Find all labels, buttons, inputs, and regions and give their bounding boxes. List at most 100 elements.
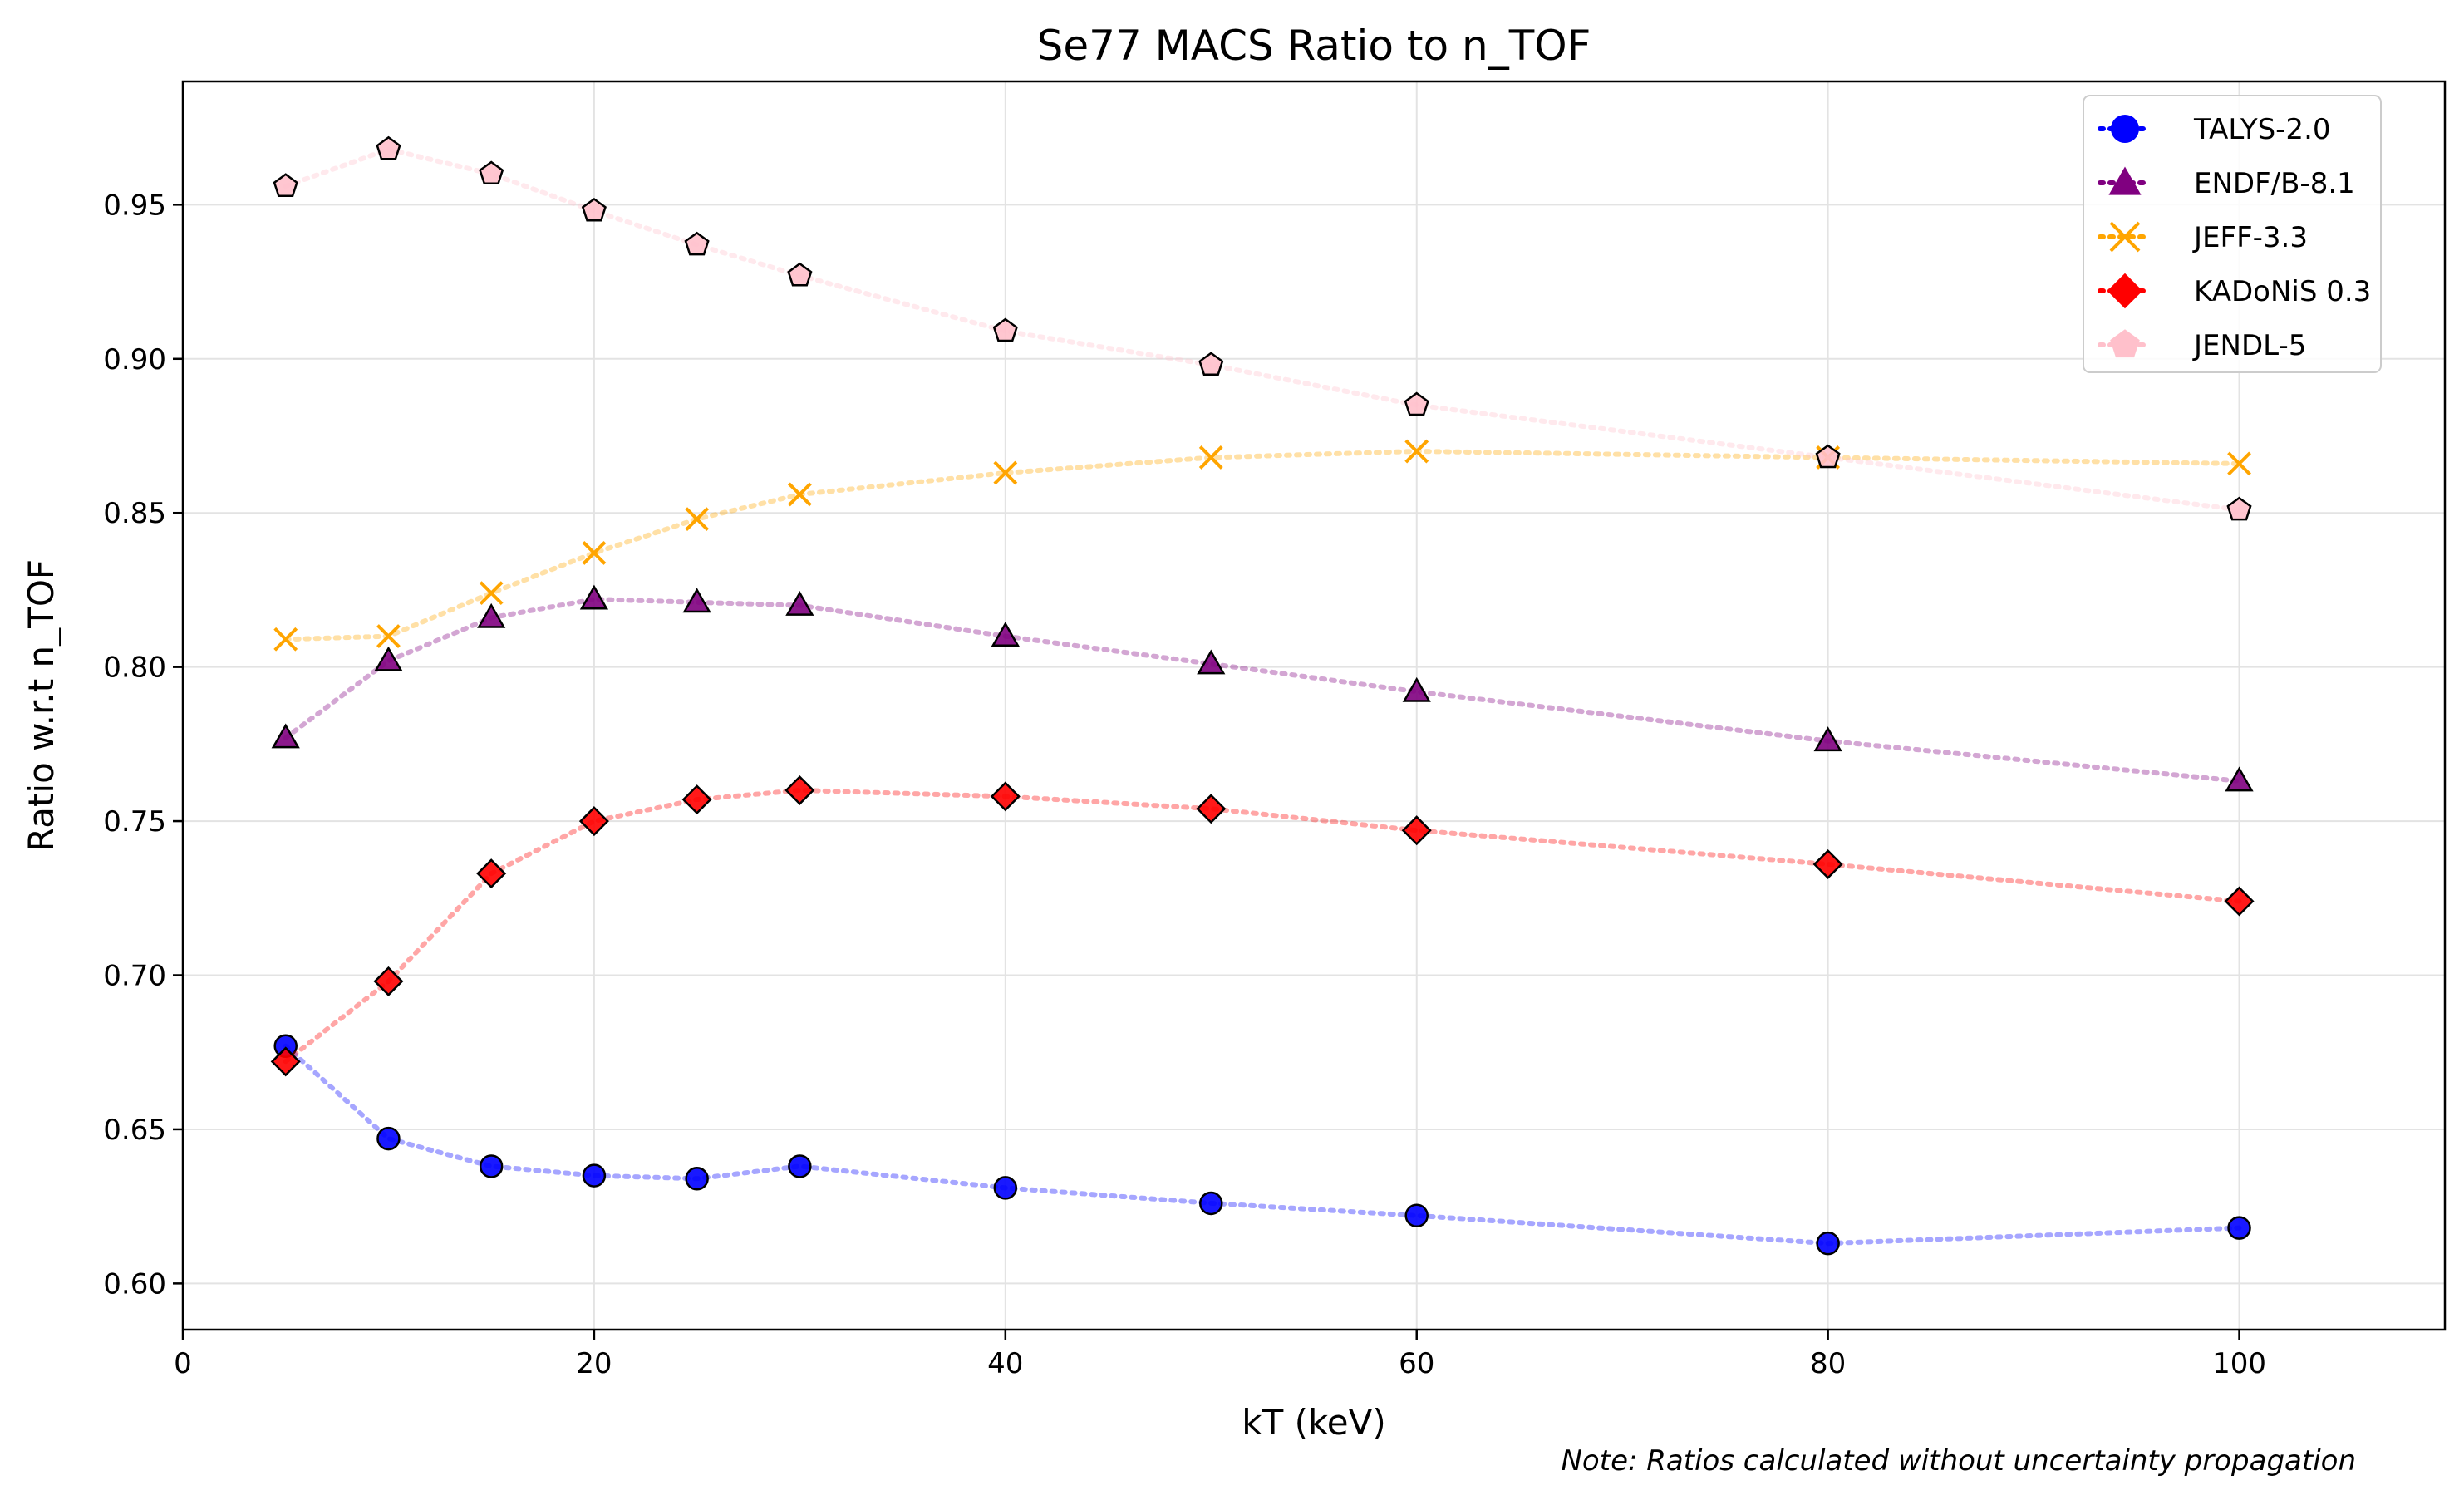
data-point [684, 231, 710, 256]
legend-item: KADoNiS 0.3 [2098, 273, 2371, 309]
data-point [991, 622, 1020, 647]
x-tick-label: 60 [1399, 1347, 1434, 1380]
y-tick-label: 0.80 [103, 652, 166, 685]
legend-item: ENDF/B-8.1 [2098, 166, 2355, 200]
data-point [582, 1163, 607, 1188]
legend-item: JEFF-3.3 [2098, 221, 2308, 254]
legend-label: JENDL-5 [2192, 329, 2306, 362]
data-point [376, 624, 401, 648]
data-point [1404, 1203, 1429, 1228]
data-point [1197, 649, 1226, 675]
legend-label: ENDF/B-8.1 [2194, 167, 2355, 200]
data-point [582, 541, 607, 565]
data-point [784, 775, 815, 806]
legend-marker [2108, 166, 2142, 195]
grid [182, 81, 2445, 1330]
x-tick-label: 40 [987, 1347, 1023, 1380]
y-tick-label: 0.90 [103, 343, 166, 376]
y-tick-label: 0.85 [103, 497, 166, 530]
data-point [682, 588, 711, 613]
legend-item: TALYS-2.0 [2098, 113, 2331, 146]
legend-marker [2111, 115, 2139, 143]
data-point [993, 460, 1018, 485]
legend-label: JEFF-3.3 [2192, 221, 2308, 254]
legend-marker [2107, 273, 2143, 309]
series-jendl-5 [273, 135, 2252, 521]
data-point [990, 781, 1021, 812]
data-point [579, 584, 609, 610]
data-point [1404, 391, 1429, 416]
data-point [581, 197, 607, 222]
y-tick-label: 0.70 [103, 960, 166, 993]
data-point [1813, 726, 1842, 752]
data-point [681, 784, 712, 815]
series-layer [270, 135, 2255, 1256]
data-point [2227, 451, 2251, 476]
data-point [685, 1167, 709, 1191]
data-point [1812, 848, 1843, 880]
y-tick-label: 0.60 [103, 1267, 166, 1301]
x-tick-label: 100 [2212, 1347, 2266, 1380]
series-kadonis-0-3 [270, 775, 2255, 1077]
data-point [373, 966, 404, 996]
x-tick-label: 20 [576, 1347, 612, 1380]
data-point [479, 581, 504, 606]
legend-frame [2083, 95, 2382, 373]
data-point [1198, 352, 1224, 376]
data-point [787, 482, 812, 507]
series-line [283, 1043, 2242, 1247]
data-point [993, 1176, 1018, 1200]
data-point [1815, 444, 1841, 469]
data-point [479, 1154, 504, 1178]
y-axis-label: Ratio w.r.t n_TOF [21, 559, 61, 852]
x-axis-label: kT (keV) [1242, 1402, 1386, 1443]
series-talys-2-0 [273, 1034, 2251, 1256]
data-point [273, 627, 298, 652]
data-point [1199, 1191, 1223, 1216]
data-point [376, 135, 401, 160]
data-point [271, 723, 300, 749]
data-point [273, 173, 298, 197]
series-jeff-3-3 [273, 439, 2251, 652]
data-point [1402, 676, 1431, 702]
data-point [376, 1126, 401, 1151]
chart-title: Se77 MACS Ratio to n_TOF [1037, 22, 1591, 70]
data-point [479, 160, 504, 185]
legend-marker [2109, 221, 2141, 253]
y-tick-label: 0.65 [103, 1114, 166, 1147]
x-tick-label: 80 [1810, 1347, 1846, 1380]
data-point [2227, 1216, 2251, 1240]
data-point [1198, 445, 1223, 470]
data-point [685, 507, 710, 532]
data-point [578, 806, 609, 837]
data-point [1816, 1231, 1840, 1256]
x-tick-label: 0 [174, 1347, 192, 1380]
plot-frame [181, 80, 2447, 1331]
data-point [1196, 794, 1227, 824]
data-point [476, 858, 507, 889]
series-endf-b-8-1 [271, 584, 2254, 792]
data-point [787, 262, 813, 287]
data-point [785, 590, 814, 616]
data-point [270, 1046, 301, 1077]
data-point [1401, 815, 1432, 846]
legend-item: JENDL-5 [2098, 329, 2306, 362]
footnote: Note: Ratios calculated without uncertai… [1562, 1444, 2357, 1478]
legend-label: TALYS-2.0 [2193, 113, 2331, 146]
data-point [788, 1154, 812, 1178]
axis-ticks: 0 20 40 60 80 100 0.60 0.65 0.70 0.75 0.80 0.85 0.90… [103, 189, 2266, 1380]
data-point [477, 602, 506, 628]
y-tick-label: 0.95 [103, 189, 166, 222]
legend-label: KADoNiS 0.3 [2194, 275, 2371, 308]
legend-marker [2110, 329, 2140, 358]
data-point [2226, 496, 2252, 521]
data-point [2225, 766, 2254, 792]
data-point [374, 646, 403, 671]
data-point [1404, 439, 1429, 464]
legend: TALYS-2.0 ENDF/B-8.1 JEFF-3.3 KADoNiS 0.3 JE… [2083, 95, 2382, 373]
data-point [2224, 886, 2255, 917]
y-tick-label: 0.75 [103, 805, 166, 839]
data-point [992, 317, 1018, 342]
